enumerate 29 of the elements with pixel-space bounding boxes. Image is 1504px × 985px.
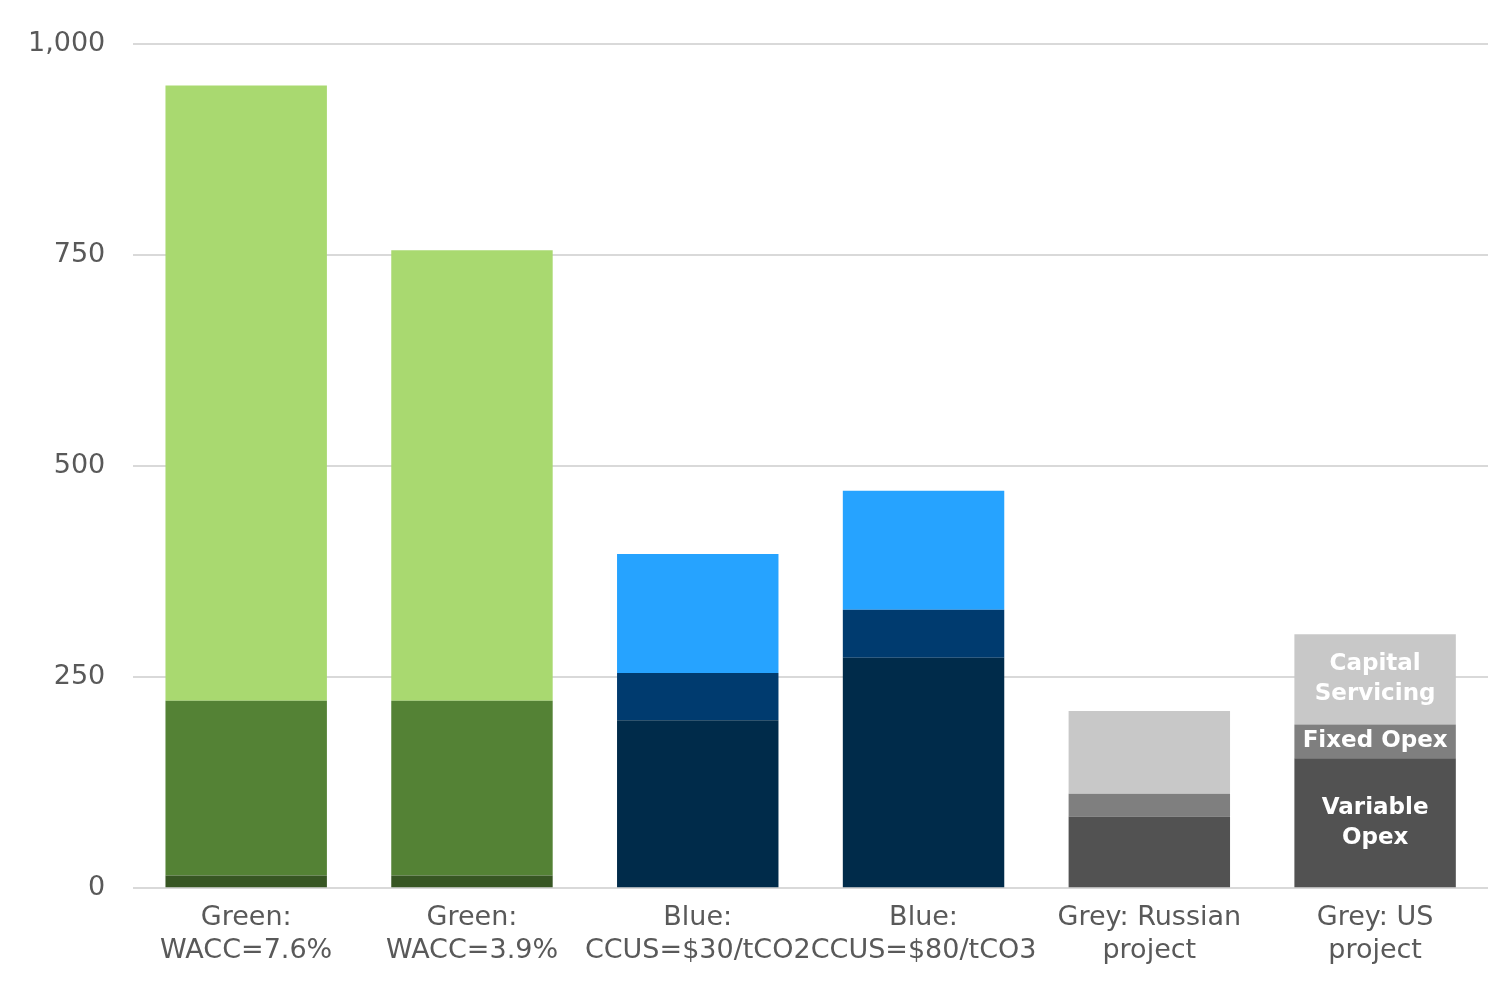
x-tick-label: Grey: US project [1316, 900, 1434, 964]
bar [1068, 816, 1231, 888]
x-tick-label: Green: WACC=3.9% [385, 900, 559, 964]
bar [842, 490, 1005, 610]
y-tick-label: 0 [88, 870, 106, 902]
x-tick-label: Blue: CCUS=$30/tCO2 [584, 900, 811, 964]
bar [391, 250, 553, 701]
x-tick-label: Grey: Russian project [1057, 900, 1242, 964]
series-label: Variable Opex [1321, 792, 1429, 849]
bar [1294, 758, 1456, 888]
bar [617, 553, 779, 673]
series-label: Fixed Opex [1302, 726, 1448, 753]
bar [165, 85, 327, 701]
x-tick-label: Blue: CCUS=$80/tCO3 [810, 900, 1037, 964]
bar [1068, 793, 1231, 817]
y-tick-label: 750 [53, 237, 106, 269]
y-tick-label: 500 [53, 448, 106, 480]
bar [617, 672, 779, 721]
y-tick-label: 1,000 [28, 26, 106, 58]
bar [842, 657, 1005, 888]
bar [842, 609, 1005, 658]
bar [391, 700, 553, 876]
bar [617, 720, 779, 888]
x-tick-label: Green: WACC=7.6% [160, 900, 333, 964]
y-tick-label: 250 [53, 659, 106, 691]
bar [391, 875, 553, 888]
bar [165, 700, 327, 876]
bar [1068, 710, 1231, 794]
bar [165, 875, 327, 888]
